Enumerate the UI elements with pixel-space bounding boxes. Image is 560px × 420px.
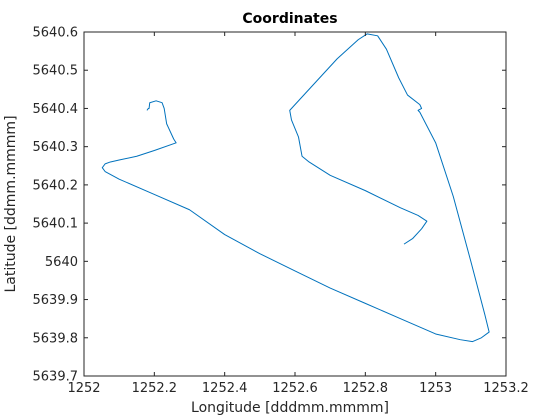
- x-tick-label-4: 1252.8: [343, 381, 389, 396]
- y-tick-label-8: 5640.5: [33, 64, 79, 79]
- y-axis-label: Latitude [ddmm.mmmm]: [3, 115, 19, 292]
- y-tick-label-7: 5640.4: [33, 102, 79, 117]
- y-tick-label-5: 5640.2: [33, 178, 79, 193]
- x-tick-label-0: 1252: [67, 381, 100, 396]
- plot-frame: [83, 31, 507, 377]
- x-axis-label: Longitude [dddmm.mmmm]: [191, 400, 389, 416]
- series-line-0: [101, 33, 490, 343]
- x-tick-label-5: 1253: [419, 381, 452, 396]
- y-tick-label-3: 5640: [45, 255, 78, 270]
- plot-area: [84, 32, 506, 376]
- x-tick-label-3: 1252.6: [272, 381, 318, 396]
- y-tick-label-0: 5639.7: [33, 370, 79, 385]
- track-layer: [101, 33, 490, 343]
- y-tick-label-1: 5639.8: [33, 331, 79, 346]
- y-tick-label-9: 5640.6: [33, 26, 79, 41]
- x-tick-label-2: 1252.4: [202, 381, 248, 396]
- y-tick-label-6: 5640.3: [33, 140, 79, 155]
- x-tick-label-6: 1253.2: [483, 381, 529, 396]
- chart-title: Coordinates: [242, 11, 337, 27]
- x-tick-label-1: 1252.2: [132, 381, 178, 396]
- y-tick-label-2: 5639.9: [33, 293, 79, 308]
- y-tick-label-4: 5640.1: [33, 217, 79, 232]
- tick-layer: 1252 1252.2 1252.4 1252.6 1252.8 1253 1253.2 56…: [33, 26, 529, 397]
